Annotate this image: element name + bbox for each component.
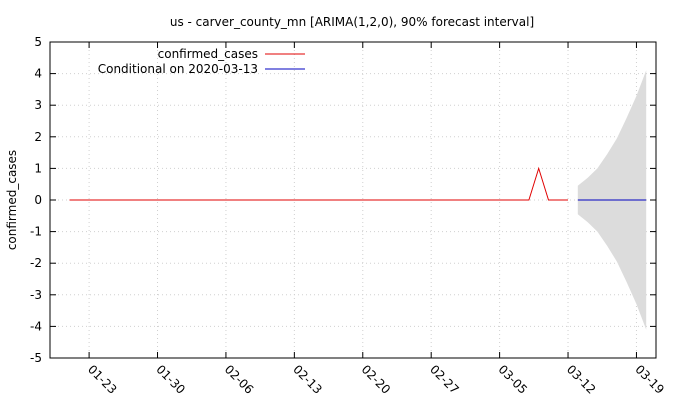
x-tick-label: 01-30 <box>153 362 188 397</box>
y-tick-label: 5 <box>34 35 42 49</box>
y-tick-label: -4 <box>30 319 42 333</box>
x-tick-label: 03-19 <box>632 362 667 397</box>
series-lines <box>69 166 647 201</box>
x-tick-label: 01-23 <box>85 362 120 397</box>
y-tick-label: -3 <box>30 288 42 302</box>
y-tick-label: 3 <box>34 98 42 112</box>
y-tick-label: 4 <box>34 67 42 81</box>
x-tick-label: 03-12 <box>564 362 599 397</box>
legend-label-confirmed-cases: confirmed_cases <box>158 47 258 61</box>
y-tick-label: -1 <box>30 225 42 239</box>
y-tick-label: 2 <box>34 130 42 144</box>
x-tick-label: 03-05 <box>495 362 530 397</box>
legend: confirmed_cases Conditional on 2020-03-1… <box>98 47 305 76</box>
y-tick-label: -5 <box>30 351 42 365</box>
axis-ticks: -5 -4 -3 -2 -1 0 1 2 3 4 5 01-23 01-30 02-06 02-13 02-2… <box>30 35 667 397</box>
x-tick-label: 02-20 <box>359 362 394 397</box>
y-axis-label: confirmed_cases <box>5 150 19 250</box>
y-tick-label: 0 <box>34 193 42 207</box>
chart-title: us - carver_county_mn [ARIMA(1,2,0), 90%… <box>170 15 534 29</box>
x-tick-label: 02-13 <box>290 362 325 397</box>
y-tick-label: 1 <box>34 161 42 175</box>
x-tick-label: 02-06 <box>222 362 257 397</box>
y-tick-label: -2 <box>30 256 42 270</box>
series-line-confirmed-cases <box>69 166 568 201</box>
x-tick-label: 02-27 <box>427 362 462 397</box>
legend-label-forecast: Conditional on 2020-03-13 <box>98 62 258 76</box>
